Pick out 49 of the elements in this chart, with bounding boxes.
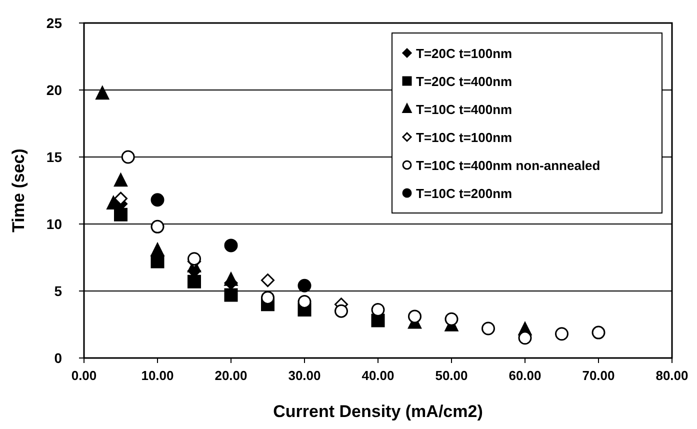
legend-label: T=20C t=400nm: [416, 74, 512, 89]
x-tick-label: 30.00: [288, 368, 321, 383]
x-tick-label: 60.00: [508, 368, 542, 383]
point: [261, 274, 274, 288]
point: [188, 252, 201, 266]
point: [592, 326, 606, 340]
point: [150, 220, 164, 234]
x-tick-label: 10.00: [141, 368, 174, 383]
point: [408, 310, 422, 324]
point: [114, 192, 128, 206]
y-tick-label: 20: [46, 82, 62, 98]
x-tick-label: 50.00: [435, 368, 468, 383]
legend-label: T=10C t=400nm: [416, 102, 512, 117]
x-tick-label: 70.00: [582, 368, 615, 383]
legend-label: T=10C t=400nm non-annealed: [416, 158, 600, 173]
y-axis-title: Time (sec): [9, 148, 28, 232]
point: [150, 254, 164, 268]
legend-label: T=10C t=100nm: [416, 130, 512, 145]
point: [298, 294, 312, 308]
point: [224, 272, 238, 286]
point: [150, 242, 164, 256]
point: [96, 86, 110, 100]
point: [121, 150, 135, 164]
x-tick-label: 0.00: [71, 368, 97, 383]
y-tick-label: 0: [54, 350, 62, 366]
point: [188, 274, 201, 288]
point: [224, 238, 238, 252]
x-axis-title: Current Density (mA/cm2): [273, 402, 483, 421]
y-tick-label: 25: [46, 15, 62, 31]
point: [224, 288, 238, 302]
legend-label: T=10C t=200nm: [416, 186, 512, 201]
x-tick-label: 80.00: [656, 368, 688, 383]
y-tick-label: 10: [46, 216, 62, 232]
point: [298, 278, 312, 292]
point: [518, 331, 532, 345]
point: [261, 290, 274, 304]
point: [555, 327, 568, 341]
point: [150, 193, 164, 207]
point: [114, 208, 128, 222]
point: [334, 304, 348, 318]
point: [482, 322, 495, 336]
y-tick-label: 5: [54, 283, 62, 299]
legend-label: T=20C t=100nm: [416, 46, 512, 61]
point: [444, 312, 458, 326]
point: [114, 173, 128, 187]
point: [371, 303, 385, 317]
x-tick-label: 20.00: [214, 368, 248, 383]
y-tick-label: 15: [46, 149, 62, 165]
x-tick-label: 40.00: [362, 368, 394, 383]
